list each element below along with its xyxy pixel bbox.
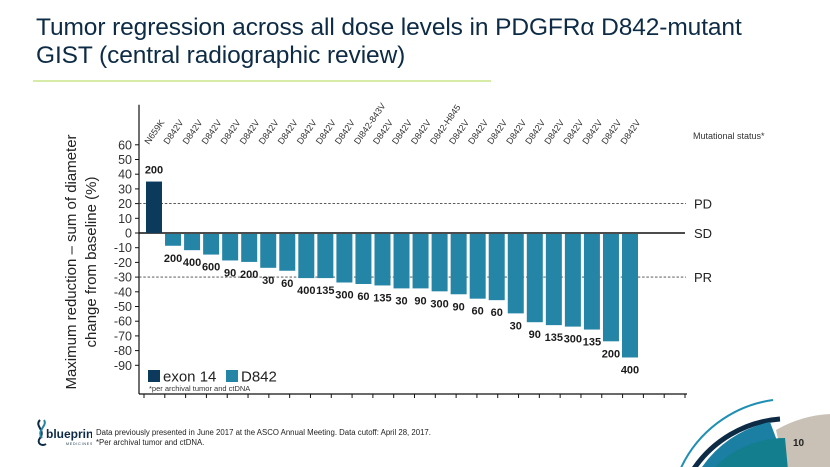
bar: [260, 234, 277, 268]
bar: [469, 234, 486, 299]
y-tick-label: -50: [114, 300, 132, 314]
mutation-label: D842V: [618, 118, 642, 146]
y-tick-label: 60: [118, 138, 132, 152]
y-tick-label: -20: [114, 256, 132, 270]
bar: [545, 234, 562, 326]
dose-label: 60: [472, 306, 484, 318]
dose-label: 400: [183, 257, 201, 269]
dose-label: 30: [395, 295, 407, 307]
mutational-status-label: Mutational status*: [693, 131, 765, 141]
bar: [488, 234, 505, 301]
blueprint-medicines-logo: blueprint MEDICINES: [37, 419, 92, 447]
page-number: 10: [793, 438, 805, 449]
bar: [622, 234, 638, 358]
dose-label: 135: [373, 292, 391, 304]
dose-label: 200: [602, 348, 620, 360]
dose-label: 135: [316, 285, 334, 297]
y-axis-label-line2: change from baseline (%): [83, 177, 100, 348]
legend-note: *per archival tumor and ctDNA: [149, 384, 250, 393]
dose-label: 60: [491, 307, 503, 319]
reference-label-sd: SD: [694, 226, 712, 241]
dose-label: 200: [240, 269, 258, 281]
dose-label: 60: [281, 278, 293, 290]
y-tick-label: -90: [114, 359, 132, 373]
dose-label: 300: [564, 334, 582, 346]
dose-label: 90: [414, 295, 426, 307]
corner-decoration: [680, 399, 830, 467]
bar: [336, 234, 353, 283]
y-tick-label: -10: [114, 241, 132, 255]
y-tick-label: -80: [114, 344, 132, 358]
dose-label: 200: [145, 165, 163, 177]
bar: [298, 234, 315, 279]
dose-label: 135: [545, 332, 563, 344]
bar: [184, 234, 201, 251]
bar: [526, 234, 543, 323]
y-tick-label: 0: [125, 227, 132, 241]
legend-label: exon 14: [163, 369, 216, 386]
dose-label: 400: [621, 364, 639, 376]
y-tick-label: -60: [114, 315, 132, 329]
y-axis-label-line1: Maximum reduction – sum of diameter: [63, 134, 80, 389]
bar: [507, 234, 524, 314]
bar: [317, 234, 334, 279]
bar: [564, 234, 581, 327]
dose-label: 30: [510, 320, 522, 332]
dose-label: 600: [202, 262, 220, 274]
dose-label: 90: [529, 329, 541, 341]
bar: [412, 234, 429, 289]
legend-swatch: [226, 370, 238, 382]
bars: [146, 181, 638, 358]
svg-text:MEDICINES: MEDICINES: [66, 442, 92, 446]
bar: [165, 234, 182, 246]
bar: [222, 234, 239, 261]
x-axis: [139, 393, 687, 398]
dose-label: 135: [583, 337, 601, 349]
svg-text:blueprint: blueprint: [46, 427, 92, 441]
dose-label: 60: [357, 291, 369, 303]
bar: [241, 234, 258, 262]
legend-label: D842: [241, 369, 277, 386]
footnote: Data previously presented in June 2017 a…: [96, 428, 431, 448]
y-tick-label: 20: [118, 197, 132, 211]
bar: [450, 234, 467, 295]
bar: [203, 234, 220, 255]
title-divider: [33, 80, 491, 82]
y-tick-label: 30: [118, 182, 132, 196]
bar: [602, 234, 619, 342]
y-tick-label: -70: [114, 329, 132, 343]
y-tick-label: -30: [114, 271, 132, 285]
dose-label: 90: [224, 267, 236, 279]
legend-swatch: [148, 370, 160, 382]
bar: [146, 181, 162, 233]
y-tick-label: -40: [114, 285, 132, 299]
y-tick-label: 40: [118, 168, 132, 182]
reference-label-pd: PD: [694, 197, 712, 212]
y-tick-label: 10: [118, 212, 132, 226]
y-tick-label: 50: [118, 153, 132, 167]
dose-label: 300: [335, 290, 353, 302]
reference-label-pr: PR: [694, 270, 712, 285]
dose-label: 300: [430, 298, 448, 310]
footnote-line-2: *Per archival tumor and ctDNA.: [96, 438, 205, 447]
bar: [374, 234, 391, 286]
bar: [393, 234, 410, 289]
dose-label: 30: [262, 275, 274, 287]
mutation-labels: N659KD842VD842VD842VD842VD842VD842VD842V…: [142, 101, 642, 146]
footnote-line-1: Data previously presented in June 2017 a…: [96, 428, 431, 437]
bar: [583, 234, 600, 330]
dose-label: 400: [297, 285, 315, 297]
dose-label: 200: [164, 253, 182, 265]
bar: [355, 234, 372, 284]
dose-label: 90: [453, 301, 465, 313]
slide-title: Tumor regression across all dose levels …: [36, 14, 742, 69]
bar: [431, 234, 448, 292]
bar: [279, 234, 296, 271]
legend: exon 14 D842*per archival tumor and ctDNA: [148, 369, 277, 393]
